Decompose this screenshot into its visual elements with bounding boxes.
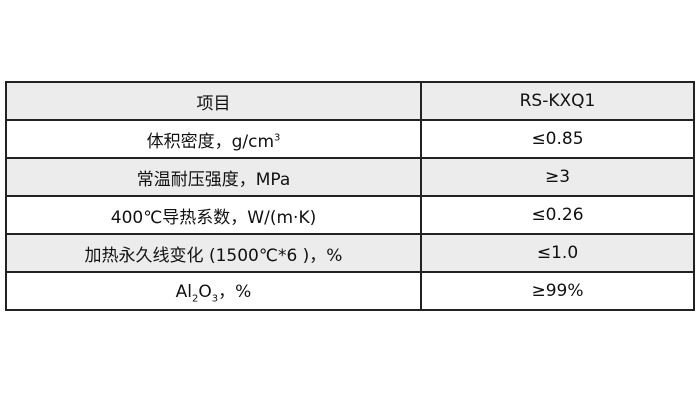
item-text: ，% xyxy=(218,282,252,303)
header-item: 项目 xyxy=(5,81,422,121)
item-sub: 2 xyxy=(192,293,199,305)
row-value: ≥99% xyxy=(420,271,695,311)
item-text: O xyxy=(198,282,212,303)
row-item: Al2O3，% xyxy=(5,271,422,311)
item-text: Al xyxy=(175,282,193,303)
row-item: 加热永久线变化 (1500℃*6 )，% xyxy=(5,233,422,273)
item-sub: 3 xyxy=(211,293,219,305)
table-header-row: 项目 RS-KXQ1 xyxy=(5,81,695,121)
item-sup: 3 xyxy=(274,131,281,143)
table-row: 常温耐压强度，MPa ≥3 xyxy=(5,157,695,197)
row-value: ≤0.85 xyxy=(420,119,695,159)
table-row: 体积密度，g/cm3 ≤0.85 xyxy=(5,119,695,159)
row-item: 体积密度，g/cm3 xyxy=(5,119,422,159)
header-model: RS-KXQ1 xyxy=(420,81,695,121)
table-row: 400℃导热系数，W/(m·K) ≤0.26 xyxy=(5,195,695,235)
row-item: 常温耐压强度，MPa xyxy=(5,157,422,197)
table-row: 加热永久线变化 (1500℃*6 )，% ≤1.0 xyxy=(5,233,695,273)
row-value: ≤0.26 xyxy=(420,195,695,235)
row-value: ≥3 xyxy=(420,157,695,197)
spec-table: 项目 RS-KXQ1 体积密度，g/cm3 ≤0.85 常温耐压强度，MPa ≥… xyxy=(5,81,695,311)
table-row: Al2O3，% ≥99% xyxy=(5,271,695,311)
row-item: 400℃导热系数，W/(m·K) xyxy=(5,195,422,235)
row-value: ≤1.0 xyxy=(420,233,695,273)
item-text: 体积密度，g/cm xyxy=(146,131,275,152)
